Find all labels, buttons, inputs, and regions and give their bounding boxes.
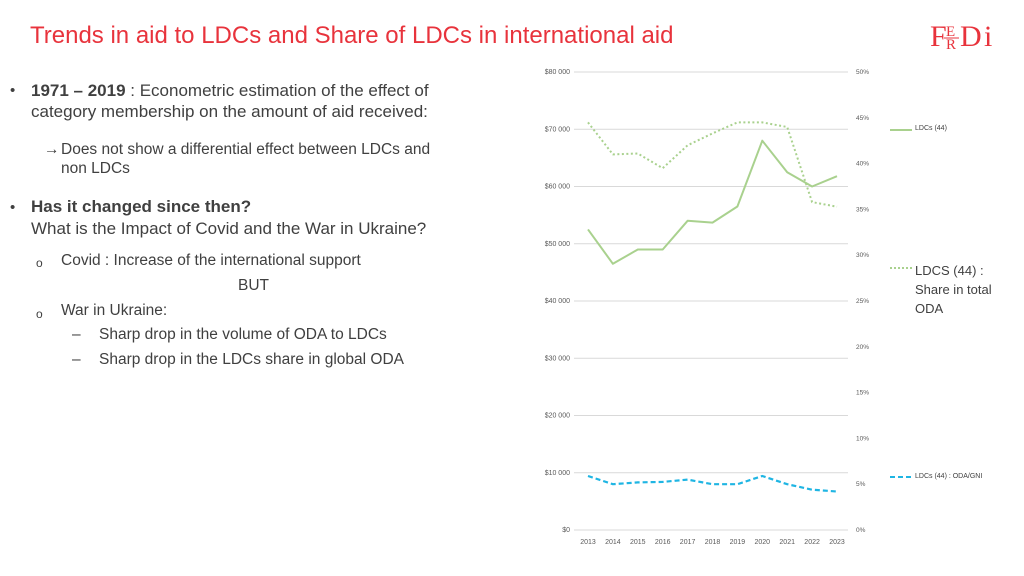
y-left-tick-label: $40 000 [545,298,570,305]
y-left-tick-label: $0 [562,527,570,534]
y-right-tick-label: 10% [856,435,869,442]
svg-text:i: i [984,20,992,53]
bullet-1-bold: 1971 – 2019 [31,81,126,100]
ferdi-logo: F E R D i [930,20,992,53]
bullet-1-line-1: 1971 – 2019 : Econometric estimation of … [31,79,429,102]
series-line-ldcs-share [587,121,838,208]
sub-bullet-war: War in Ukraine: [61,302,168,319]
x-tick-label: 2020 [755,539,771,546]
sub-bullet-covid: Covid : Increase of the international su… [61,252,361,269]
y-left-tick-label: $70 000 [545,126,570,133]
circle-bullet-2: o [36,307,43,321]
legend-label-share-line-2: Share in total [915,282,992,297]
y-left-tick-label: $60 000 [545,184,570,191]
bullet-1-rest: : Econometric estimation of the effect o… [125,81,429,100]
y-left-tick-label: $20 000 [545,413,570,420]
y-left-tick-label: $80 000 [545,69,570,76]
bullet-1-line-2: category membership on the amount of aid… [31,102,428,121]
x-tick-label: 2016 [655,539,671,546]
dash-bullet-1: – [72,326,81,343]
x-tick-label: 2021 [779,539,795,546]
x-tick-label: 2019 [730,539,746,546]
svg-text:R: R [946,37,956,53]
legend-swatch-odagni [890,476,912,478]
series-line-oda-gni [587,474,838,493]
y-left-tick-label: $50 000 [545,241,570,248]
y-right-tick-label: 5% [856,481,866,488]
svg-text:E: E [946,24,955,40]
legend-label-share-line-1: LDCS (44) : [915,263,984,278]
circle-bullet-1: o [36,256,43,270]
x-tick-label: 2015 [630,539,646,546]
legend-swatch-share [890,267,912,269]
bullet-2-line-2: What is the Impact of Covid and the War … [31,219,427,238]
svg-text:F: F [930,20,946,53]
y-right-tick-label: 25% [856,298,869,305]
x-tick-label: 2022 [804,539,820,546]
dash-bullet-2: – [72,351,81,368]
x-tick-label: 2013 [580,539,596,546]
y-left-tick-label: $10 000 [545,470,570,477]
legend-label-odagni: LDCs (44) : ODA/GNI [915,473,983,480]
y-right-tick-label: 15% [856,390,869,397]
dash-item-1: Sharp drop in the volume of ODA to LDCs [99,326,387,343]
arrow-line-1: Does not show a differential effect betw… [61,141,431,158]
bullet-dot-2: • [10,199,16,216]
x-tick-label: 2023 [829,539,845,546]
bullet-dot-1: • [10,82,16,99]
y-right-tick-label: 35% [856,206,869,213]
y-right-tick-label: 30% [856,252,869,259]
dash-item-2: Sharp drop in the LDCs share in global O… [99,351,404,368]
legend-swatch-ldcs [890,129,912,131]
y-right-tick-label: 0% [856,527,866,534]
y-right-tick-label: 45% [856,115,869,122]
x-tick-label: 2017 [680,539,696,546]
legend-label-share-line-3: ODA [915,301,944,316]
y-right-tick-label: 50% [856,69,869,76]
x-tick-label: 2014 [605,539,621,546]
legend-label-share: LDCS (44) : Share in total ODA [915,261,992,318]
aid-chart: $0 $10 000 $20 000 $30 000 $40 000 $50 000 $60… [545,69,870,546]
x-tick-label: 2018 [705,539,721,546]
bullet-2-bold: Has it changed since then? [31,197,252,216]
series-line-ldcs-volume [587,139,838,265]
y-right-tick-label: 20% [856,344,869,351]
slide-title: Trends in aid to LDCs and Share of LDCs … [30,22,674,49]
y-left-tick-label: $30 000 [545,355,570,362]
legend-label-ldcs: LDCs (44) [915,125,947,132]
svg-text:D: D [960,20,982,53]
arrow-icon: → [44,141,60,158]
arrow-line-2: non LDCs [61,160,130,177]
but-text: BUT [238,277,269,294]
y-right-tick-label: 40% [856,161,869,168]
